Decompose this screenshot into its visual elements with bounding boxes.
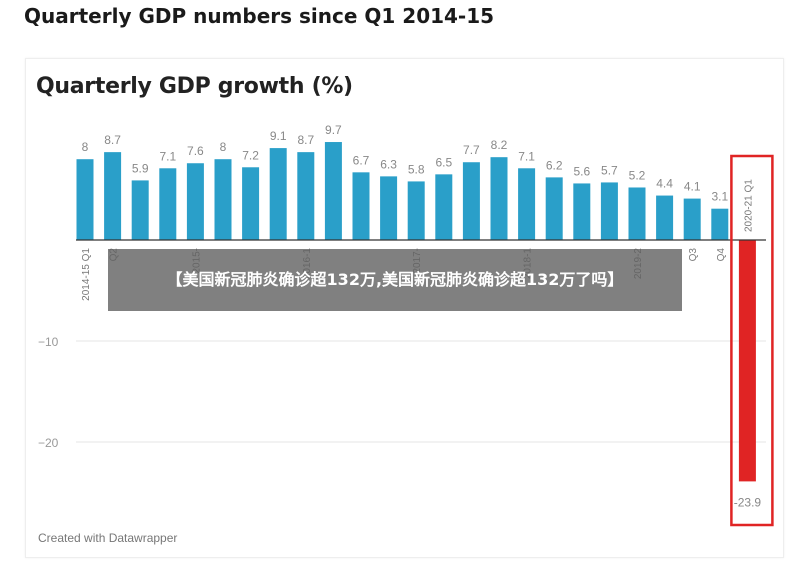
y-tick-label: −20 [38,436,59,450]
x-tick-label: Q4 [716,248,727,262]
bar-value-label: 4.4 [656,177,673,191]
bar-value-label: 8 [82,140,89,154]
bar [545,177,563,240]
chart-title: Quarterly GDP growth (%) [36,74,353,99]
x-tick-label-highlight: 2020-21 Q1 [743,179,754,232]
bar-value-label: 5.9 [132,161,149,175]
chart-credit: Created with Datawrapper [38,531,178,545]
bar [242,167,260,240]
bar-value-label: -23.9 [734,495,762,509]
bar-value-label: 6.5 [435,155,452,169]
bar-value-label: 8.7 [297,133,314,147]
bar [159,168,177,240]
bar-value-label: 3.1 [711,190,728,204]
bar [380,176,398,240]
bar [324,142,342,240]
bar [297,152,315,240]
highlight-box [730,154,774,527]
bar [600,182,618,240]
bar [683,198,701,240]
bar-value-label: 9.1 [270,129,287,143]
x-tick-label: Q3 [688,248,699,262]
bar-value-label: 6.7 [353,153,370,167]
y-tick-label: −10 [38,335,59,349]
headline-overlay: 【美国新冠肺炎确诊超132万,美国新冠肺炎确诊超132万了吗】 [108,249,682,311]
bar [131,180,149,240]
bar [186,163,204,240]
bar [490,157,508,240]
bar-value-label: 6.3 [380,157,397,171]
bar-value-label: 8.7 [104,133,121,147]
bar [656,195,674,240]
bar-value-label: 5.7 [601,163,618,177]
bar-value-label: 6.2 [546,158,563,172]
bar [104,152,122,240]
bar [462,162,480,240]
bar-value-label: 5.2 [629,168,646,182]
bar [269,148,287,240]
bar-value-label: 4.1 [684,180,701,194]
bar-value-label: 5.6 [573,164,590,178]
bar [518,168,536,240]
bar-value-label: 5.8 [408,162,425,176]
bar-value-label: 9.7 [325,123,342,137]
bar [352,172,370,240]
page-title: Quarterly GDP numbers since Q1 2014-15 [24,4,495,28]
bar-value-label: 7.6 [187,144,204,158]
bar-value-label: 7.1 [518,149,535,163]
headline-overlay-text: 【美国新冠肺炎确诊超132万,美国新冠肺炎确诊超132万了吗】 [166,270,624,289]
bar-value-label: 8.2 [491,138,508,152]
bar [407,181,425,240]
bar [711,208,729,240]
bar [738,240,756,482]
bar-value-label: 8 [220,140,227,154]
bar-value-label: 7.2 [242,148,259,162]
bar [214,159,232,240]
bar-value-label: 7.1 [159,149,176,163]
bar [435,174,453,240]
bar-value-label: 7.7 [463,143,480,157]
bar [573,183,591,240]
bar [76,159,94,240]
x-tick-label: 2014-15 Q1 [81,248,92,301]
bar [628,187,646,240]
